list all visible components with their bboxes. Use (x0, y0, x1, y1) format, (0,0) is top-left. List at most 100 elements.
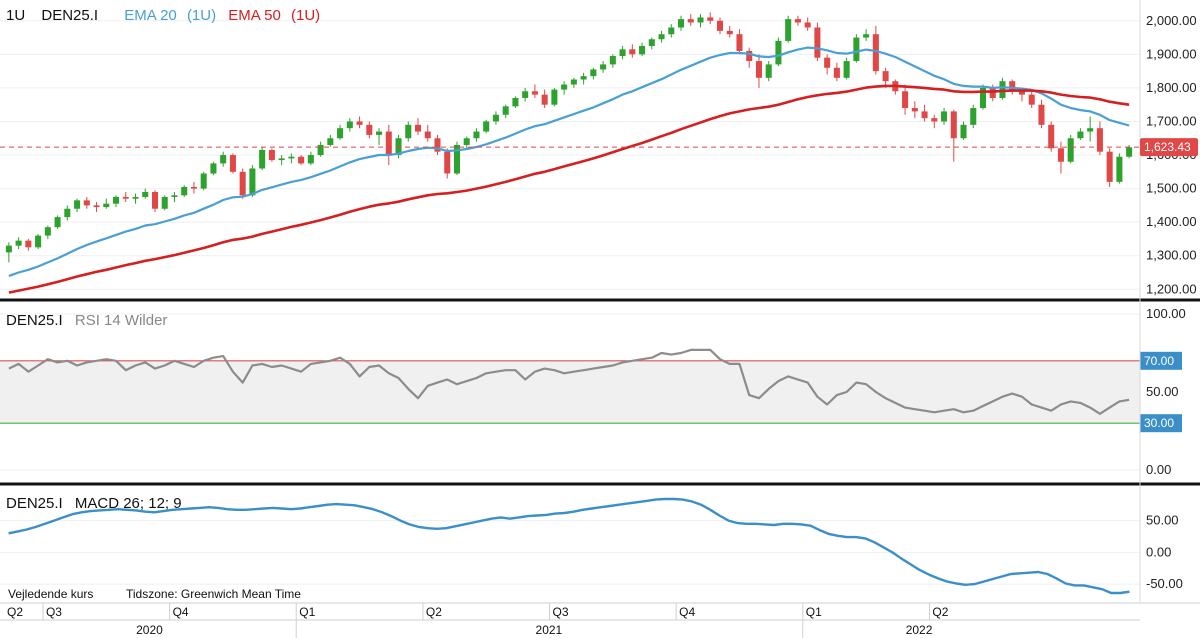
candle-body (941, 111, 948, 122)
candle-body (1067, 138, 1074, 162)
candle-body (1038, 104, 1045, 125)
rsi-header: DEN25.I RSI 14 Wilder (6, 312, 167, 329)
candle-body (385, 131, 392, 156)
candle-body (93, 205, 100, 208)
candle-body (5, 245, 12, 253)
time-axis[interactable]: Q2 Q3 Q4 Q1 Q2 Q3 Q4 Q1 Q2 2020 2021 2022 (0, 602, 1200, 638)
price-ytick-label: 1,300.00 (1146, 248, 1197, 263)
candle-body (843, 61, 850, 78)
candle-body (288, 156, 295, 159)
candle-body (83, 200, 90, 206)
year-label: 2021 (536, 623, 563, 637)
candle-body (239, 171, 246, 196)
candle-body (619, 49, 626, 57)
candle-body (15, 240, 22, 246)
candle-body (872, 34, 879, 72)
rsi-ytick-label: 0.00 (1146, 462, 1171, 477)
rsi-lower-badge (1140, 414, 1182, 433)
quarter-label: Q1 (299, 605, 315, 619)
year-label: 2020 (136, 623, 163, 637)
candle-body (833, 67, 840, 78)
ema50-label: EMA 50 (228, 7, 281, 24)
candle-body (483, 121, 490, 132)
macd-panel[interactable]: 50.00 0.00 -50.00 (0, 513, 1183, 592)
candle-body (200, 173, 207, 189)
candle-body (755, 61, 762, 78)
last-price-label: 1,623.43 (1144, 140, 1191, 154)
ema20-label: EMA 20 (124, 7, 177, 24)
candle-body (25, 240, 32, 248)
candle-body (804, 22, 811, 28)
candle-body (502, 106, 509, 115)
candle-body (668, 27, 675, 35)
candle-body (736, 34, 743, 51)
candle-body (824, 57, 831, 68)
candle-body (1087, 128, 1094, 132)
candle-body (580, 76, 587, 80)
candle-body (541, 94, 548, 105)
candle-body (35, 235, 42, 248)
year-label: 2022 (906, 623, 933, 637)
candle-body (911, 108, 918, 112)
macd-ytick-label: 50.00 (1146, 513, 1179, 528)
candle-body (902, 91, 909, 109)
candle-body (1096, 128, 1103, 152)
candle-body (356, 121, 363, 125)
candle-body (414, 124, 422, 132)
candle-body (151, 191, 159, 209)
rsi-panel[interactable]: 100.00 50.00 0.00 70.00 30.00 (0, 306, 1186, 477)
candle-body (746, 50, 753, 62)
quarter-label: Q3 (46, 605, 62, 619)
candle-body (103, 203, 110, 208)
candle-body (629, 49, 636, 55)
candle-body (1126, 147, 1133, 157)
candle-body (298, 156, 305, 164)
candle-body (931, 118, 938, 122)
candle-body (210, 163, 217, 174)
ema50-param: (1U) (291, 7, 320, 24)
last-price-badge (1140, 138, 1198, 157)
candle-body (444, 151, 451, 174)
candle-body (337, 128, 344, 139)
candle-body (54, 217, 61, 228)
candle-body (570, 79, 577, 85)
quarter-label: Q2 (932, 605, 948, 619)
rsi-upper-badge-label: 70.00 (1144, 354, 1174, 368)
quarter-label: Q2 (426, 605, 442, 619)
candle-body (395, 138, 402, 156)
candle-body (190, 186, 197, 189)
candle-body (44, 227, 51, 236)
candle-body (697, 17, 704, 23)
symbol-label: DEN25.I (41, 7, 98, 24)
candle-body (278, 158, 285, 161)
candle-body (132, 196, 139, 199)
candle-body (424, 131, 431, 139)
macd-line (8, 497, 1130, 595)
interval-label: 1U (6, 7, 25, 24)
candle-body (678, 19, 685, 28)
candle-body (921, 111, 928, 119)
candle-body (765, 64, 772, 78)
candle-body (707, 17, 714, 21)
candle-body (522, 91, 529, 98)
macd-series (8, 497, 1130, 595)
price-ytick-label: 2,000.00 (1146, 13, 1197, 28)
candle-body (122, 196, 129, 199)
candle-body (512, 97, 519, 107)
quarter-label: Q4 (679, 605, 695, 619)
candle-body (249, 168, 256, 196)
candle-body (220, 155, 227, 164)
candle-body (463, 138, 470, 145)
candle-body (989, 87, 996, 98)
candle-body (979, 87, 987, 109)
candle-body (609, 56, 616, 65)
candle-body (950, 111, 957, 139)
candle-body (775, 40, 782, 65)
candle-body (600, 64, 607, 70)
price-ytick-label: 1,900.00 (1146, 46, 1197, 61)
candle-body (863, 34, 870, 38)
candle-body (999, 81, 1006, 98)
rsi-symbol: DEN25.I (6, 312, 63, 329)
